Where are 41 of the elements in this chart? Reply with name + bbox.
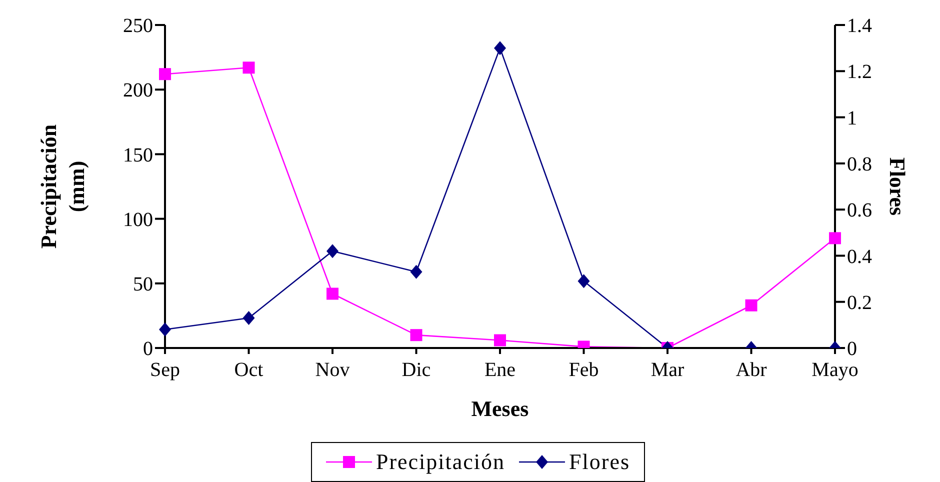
point [159,322,171,337]
y-tick-label: 0 [143,338,153,360]
y-tick-label: 50 [133,274,153,296]
y2-tick-label: 1.2 [847,61,872,84]
point [745,299,758,312]
x-axis-title: Meses [471,396,530,421]
y2-axis-title: Flores [885,157,910,216]
point [159,68,171,80]
y-tick-label: 200 [123,80,153,102]
point [242,62,255,74]
legend-label: Flores [568,449,630,475]
x-tick-label: Mar [650,359,684,382]
point [410,264,422,279]
point [829,232,841,244]
y2-tick-label: 1.4 [847,15,872,38]
legend-label: Precipitación [374,449,506,475]
y-tick-label: 250 [123,15,153,38]
x-tick-label: Sep [150,359,180,382]
y2-tick-label: 1 [847,107,857,130]
x-tick-label: Dic [402,359,431,382]
point [242,311,255,326]
point [494,334,506,346]
x-tick-label: Abr [736,359,768,382]
point [326,244,338,258]
point [578,274,590,288]
x-tick-label: Mayo [812,359,858,382]
y2-tick-label: 0.2 [847,292,872,314]
point [410,329,422,342]
point [494,41,506,56]
y-tick-label: 150 [123,144,153,166]
point [326,288,338,300]
x-tick-label: Oct [234,359,264,382]
x-tick-label: Nov [315,359,350,382]
x-tick-label: Ene [484,359,516,382]
y-axis-title: Precipitación (mm) [36,124,89,249]
y2-tick-label: 0.8 [847,154,872,176]
y-tick-label: 100 [123,208,153,231]
y2-tick-label: 0 [847,338,857,360]
x-tick-label: Feb [568,359,599,382]
y2-tick-label: 0.6 [847,200,872,222]
y2-tick-label: 0.4 [847,246,872,268]
